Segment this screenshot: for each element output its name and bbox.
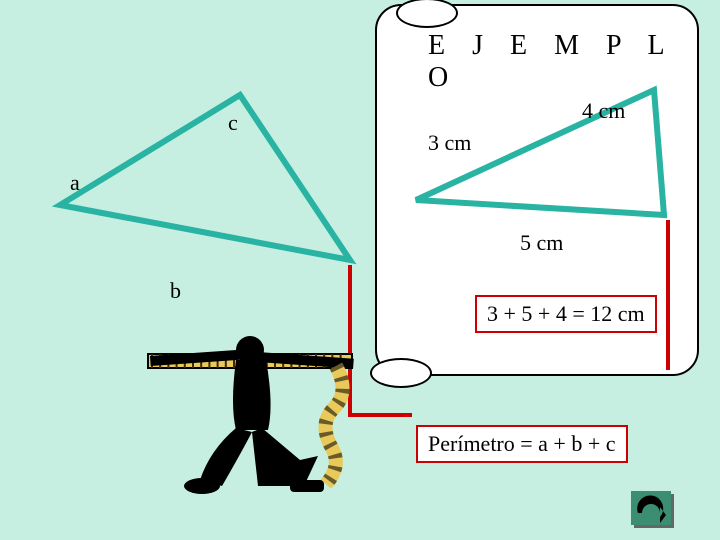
label-c: c (228, 110, 238, 136)
label-b: b (170, 278, 181, 304)
label-4cm: 4 cm (582, 98, 625, 124)
label-5cm: 5 cm (520, 230, 563, 256)
return-icon[interactable] (630, 490, 676, 530)
slide-canvas: E J E M P L O a c b 3 cm 4 cm 5 cm 3 + 5… (0, 0, 720, 540)
formula-box: Perímetro = a + b + c (416, 425, 628, 463)
figure-clipart (140, 310, 370, 495)
calculation-box: 3 + 5 + 4 = 12 cm (475, 295, 657, 333)
label-a: a (70, 170, 80, 196)
scroll-curl-bottom (370, 358, 432, 388)
label-3cm: 3 cm (428, 130, 471, 156)
scroll-title: E J E M P L O (428, 30, 720, 94)
